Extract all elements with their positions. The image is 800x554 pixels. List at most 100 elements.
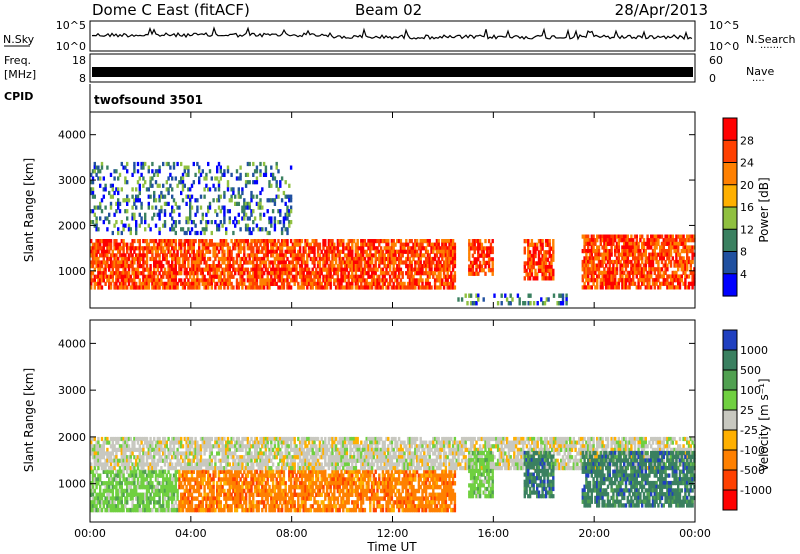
power-cell <box>617 252 620 257</box>
power-cell <box>592 256 595 261</box>
power-cell <box>480 253 484 258</box>
velocity-cell <box>300 500 304 505</box>
velocity-cell <box>221 488 224 494</box>
power-cell <box>122 260 125 265</box>
power-cell <box>279 271 282 276</box>
power-cell <box>163 220 167 225</box>
power-cell <box>390 256 394 262</box>
power-cell <box>210 242 213 247</box>
power-cell <box>446 246 449 251</box>
power-cell <box>410 246 413 251</box>
power-cell <box>361 285 365 290</box>
power-cell <box>612 234 615 239</box>
power-cell <box>410 264 413 269</box>
velocity-cell <box>133 492 136 497</box>
velocity-cell <box>324 469 327 474</box>
power-cell <box>561 297 565 302</box>
power-cell <box>108 246 111 251</box>
power-cell <box>259 281 262 286</box>
power-cell <box>642 270 646 275</box>
power-cell <box>172 239 176 244</box>
power-cell <box>207 256 210 262</box>
power-cell <box>446 253 449 258</box>
velocity-cell <box>147 496 150 501</box>
beam-title: Beam 02 <box>355 1 422 19</box>
power-cell <box>318 285 322 290</box>
power-cell <box>381 271 385 276</box>
power-cell <box>189 201 192 206</box>
power-cell <box>650 270 653 275</box>
velocity-cell <box>169 488 172 494</box>
velocity-cell <box>99 504 102 509</box>
velocity-cell <box>208 507 212 513</box>
power-cell <box>151 271 154 276</box>
power-cell <box>666 252 669 257</box>
power-cell <box>624 281 628 286</box>
power-cell <box>527 276 530 281</box>
power-cell <box>241 264 244 269</box>
power-cell <box>286 264 289 269</box>
power-cell <box>239 227 242 232</box>
velocity-cell <box>113 496 116 501</box>
power-cell <box>295 274 298 279</box>
velocity-cell <box>257 473 260 478</box>
power-cell <box>655 234 658 239</box>
power-cell <box>632 241 635 246</box>
power-cell <box>178 271 181 276</box>
power-cell <box>651 267 655 272</box>
power-cell <box>252 253 255 258</box>
power-cell <box>633 281 637 286</box>
power-cell <box>691 238 694 243</box>
power-cell <box>659 281 662 286</box>
power-cell <box>149 180 152 185</box>
power-cell <box>565 301 568 306</box>
power-cell <box>637 270 640 275</box>
power-cell <box>606 249 610 254</box>
velocity-cell <box>277 469 280 474</box>
power-cell <box>379 267 383 272</box>
power-cell <box>394 274 397 279</box>
velocity-cell <box>279 469 282 474</box>
power-cell <box>606 267 610 272</box>
power-cell <box>138 223 141 228</box>
power-cell <box>208 239 212 244</box>
power-cell <box>257 285 260 290</box>
velocity-cell <box>275 481 278 486</box>
power-cell <box>632 263 635 268</box>
power-cell <box>145 253 149 258</box>
power-cell <box>165 180 168 185</box>
power-cell <box>117 267 120 272</box>
power-cell <box>608 281 611 286</box>
power-cell <box>300 253 304 258</box>
power-cell <box>401 246 404 251</box>
power-cell <box>430 246 433 251</box>
velocity-cell <box>109 488 113 494</box>
velocity-cell <box>255 492 259 497</box>
velocity-cell <box>163 484 167 490</box>
power-cell <box>106 249 109 254</box>
power-cell <box>90 271 93 276</box>
power-cell <box>266 239 269 244</box>
power-cell <box>444 246 448 251</box>
power-cell <box>223 205 226 210</box>
power-cell <box>372 239 376 244</box>
power-cell <box>158 183 161 188</box>
power-cell <box>541 272 544 277</box>
power-cell <box>243 246 246 251</box>
power-cell <box>169 285 172 290</box>
power-cell <box>176 256 179 262</box>
power-cell <box>174 253 177 258</box>
power-cell <box>478 264 482 269</box>
power-cell <box>181 256 185 262</box>
velocity-cell <box>270 500 273 505</box>
power-cell <box>99 285 102 290</box>
power-cell <box>541 239 544 244</box>
power-cell <box>605 234 608 239</box>
power-cell <box>93 285 96 290</box>
velocity-cell <box>212 488 215 494</box>
power-cell <box>297 253 300 258</box>
power-cell <box>345 246 349 251</box>
power-cell <box>439 274 442 279</box>
power-cell <box>338 260 341 265</box>
velocity-cell <box>271 500 275 505</box>
